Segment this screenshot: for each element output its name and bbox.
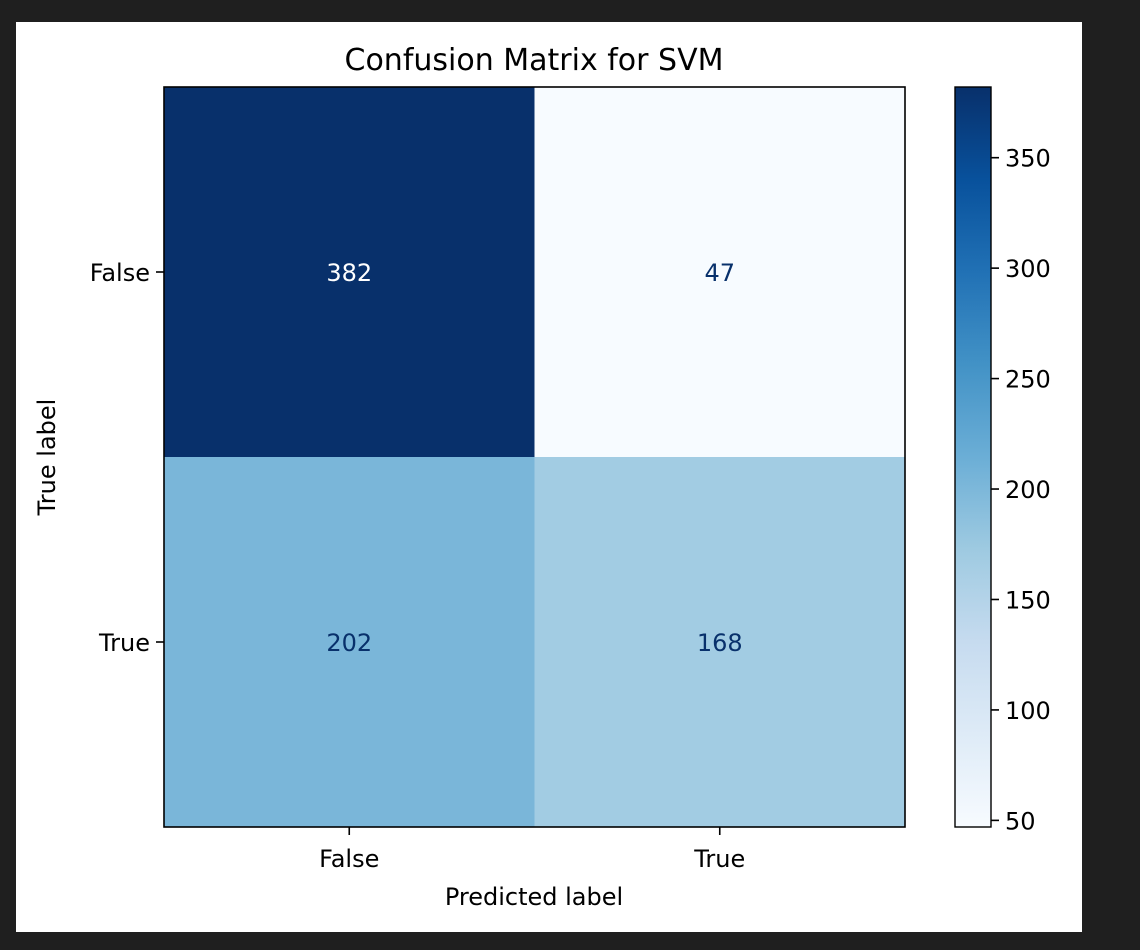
cell-value-label: 168	[697, 629, 743, 657]
x-axis-ticks: False True	[319, 827, 745, 873]
cell-value-label: 382	[326, 259, 372, 287]
cell-value-label: 47	[704, 259, 735, 287]
colorbar-ticks: 50 100 150 200 250 300 350	[991, 145, 1051, 835]
matrix-cells	[164, 87, 906, 828]
x-tick-label: False	[319, 845, 379, 873]
matrix-cell	[534, 457, 906, 828]
y-axis-ticks: False True	[90, 259, 164, 657]
colorbar-tick-label: 200	[1005, 476, 1051, 504]
chart-title: Confusion Matrix for SVM	[345, 43, 724, 78]
y-tick-label: False	[90, 259, 150, 287]
colorbar	[954, 86, 992, 828]
matrix-cell	[164, 87, 535, 458]
matrix-cell	[164, 457, 535, 828]
colorbar-tick-label: 250	[1005, 366, 1051, 394]
x-tick-label: True	[693, 845, 745, 873]
matrix-frame	[163, 86, 906, 828]
cell-value-label: 202	[326, 629, 372, 657]
matrix-cell	[534, 87, 906, 458]
colorbar-tick-label: 50	[1005, 807, 1036, 835]
matrix-cell-labels: 382 47 202 168	[326, 259, 742, 657]
colorbar-tick-label: 150	[1005, 586, 1051, 614]
colorbar-tick-label: 350	[1005, 145, 1051, 173]
colorbar-tick-label: 100	[1005, 697, 1051, 725]
x-axis-label: Predicted label	[445, 883, 623, 911]
y-tick-label: True	[98, 629, 150, 657]
y-axis-label: True label	[33, 399, 61, 517]
colorbar-tick-label: 300	[1005, 255, 1051, 283]
